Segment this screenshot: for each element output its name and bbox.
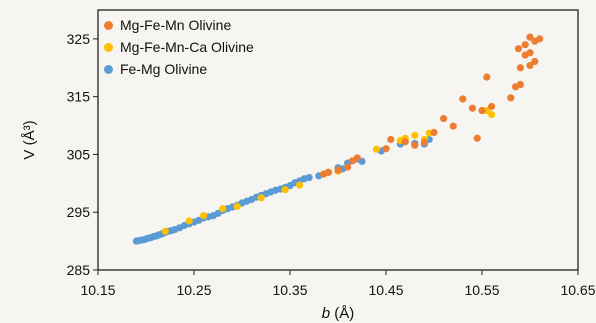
data-point-mg-fe-mn: [411, 141, 419, 149]
data-point-mg-fe-mn-ca: [185, 217, 193, 225]
data-point-mg-fe-mn: [334, 166, 342, 174]
data-point-mg-fe-mn: [516, 64, 525, 72]
legend-marker-mg-fe-mn-ca: [104, 42, 113, 52]
data-point-mg-fe-mn: [531, 57, 539, 66]
x-tick-label: 10.15: [80, 282, 115, 298]
legend-marker-mg-fe-mn: [104, 20, 113, 30]
data-point-mg-fe-mn: [420, 138, 428, 146]
data-point-mg-fe-mn: [478, 106, 486, 115]
plot-frame: [97, 9, 579, 271]
x-tick-label: 10.35: [272, 282, 307, 298]
data-point-mg-fe-mn: [473, 134, 481, 142]
data-point-mg-fe-mn: [430, 128, 438, 137]
y-tick-label: 295: [67, 204, 91, 220]
data-point-mg-fe-mn-ca: [372, 145, 380, 153]
legend-label-mg-fe-mn-ca: Mg-Fe-Mn-Ca Olivine: [120, 39, 254, 55]
data-point-mg-fe-mn: [459, 95, 467, 103]
x-axis-title: b (Å): [322, 305, 355, 322]
data-point-mg-fe-mn: [324, 168, 332, 176]
legend-item-mg-fe-mn: Mg-Fe-Mn Olivine: [104, 14, 254, 36]
x-tick-label: 10.25: [176, 282, 211, 298]
y-tick-label: 305: [67, 146, 91, 162]
data-point-fe-mg: [305, 173, 313, 182]
data-point-mg-fe-mn: [387, 135, 395, 144]
legend-item-mg-fe-mn-ca: Mg-Fe-Mn-Ca Olivine: [104, 36, 254, 58]
data-point-mg-fe-mn: [521, 41, 529, 49]
legend-label-fe-mg: Fe-Mg Olivine: [120, 61, 208, 77]
data-point-mg-fe-mn: [449, 122, 457, 130]
y-tick-label: 285: [67, 262, 91, 278]
x-tick-label: 10.65: [560, 282, 595, 298]
data-point-mg-fe-mn: [507, 94, 515, 102]
legend: Mg-Fe-Mn Olivine Mg-Fe-Mn-Ca Olivine Fe-…: [104, 14, 254, 80]
data-point-mg-fe-mn-ca: [257, 194, 265, 202]
data-point-mg-fe-mn-ca: [281, 186, 289, 194]
data-point-mg-fe-mn: [440, 115, 448, 123]
legend-item-fe-mg: Fe-Mg Olivine: [104, 58, 254, 80]
data-point-mg-fe-mn-ca: [200, 212, 208, 220]
data-point-mg-fe-mn: [353, 154, 361, 162]
data-point-mg-fe-mn: [536, 35, 544, 43]
data-point-mg-fe-mn: [526, 49, 534, 57]
y-axis-title: V (Å³): [21, 120, 38, 159]
legend-marker-fe-mg: [104, 64, 113, 74]
data-point-mg-fe-mn: [401, 138, 409, 146]
data-point-mg-fe-mn-ca: [411, 131, 419, 139]
data-point-mg-fe-mn: [488, 102, 496, 111]
data-point-mg-fe-mn-ca: [161, 227, 169, 235]
data-point-mg-fe-mn: [382, 145, 390, 153]
data-point-mg-fe-mn: [468, 104, 476, 112]
data-point-mg-fe-mn: [514, 45, 523, 53]
data-point-mg-fe-mn: [526, 33, 534, 41]
legend-label-mg-fe-mn: Mg-Fe-Mn Olivine: [120, 17, 232, 33]
x-axis-title-unit: (Å): [330, 305, 354, 322]
data-point-mg-fe-mn-ca: [488, 110, 496, 119]
x-tick-label: 10.55: [464, 282, 499, 298]
data-point-mg-fe-mn: [526, 61, 534, 70]
data-point-mg-fe-mn: [516, 80, 525, 89]
x-axis-title-symbol: b: [322, 305, 330, 322]
data-point-mg-fe-mn: [483, 73, 491, 81]
data-point-mg-fe-mn-ca: [233, 202, 241, 211]
data-point-mg-fe-mn: [344, 163, 352, 171]
y-tick-label: 325: [67, 31, 91, 47]
x-tick-label: 10.45: [368, 282, 403, 298]
data-point-mg-fe-mn-ca: [296, 181, 304, 189]
data-point-mg-fe-mn-ca: [219, 205, 227, 213]
y-tick-label: 315: [67, 89, 91, 105]
